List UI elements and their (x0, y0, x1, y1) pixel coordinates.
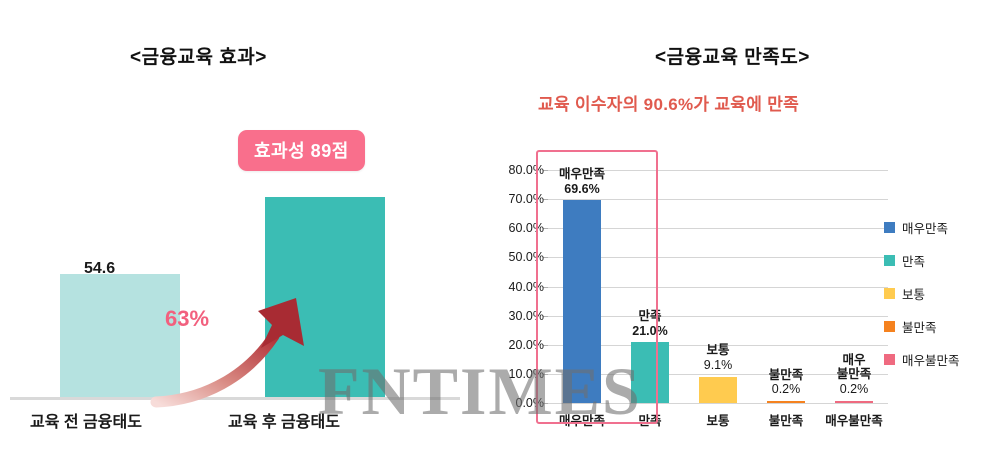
axis-tick (543, 344, 548, 346)
data-label-0: 매우만족 69.6% (558, 167, 605, 197)
data-label-2: 보통 9.1% (703, 343, 733, 373)
legend-item-3[interactable]: 불만족 (884, 317, 960, 336)
legend-swatch-icon (884, 354, 895, 365)
data-label-3: 불만족 0.2% (768, 367, 804, 397)
data-label-1: 만족 21.0% (632, 308, 668, 338)
y-axis-label: 80.0% (508, 163, 544, 177)
axis-tick (543, 199, 548, 201)
legend-swatch-icon (884, 222, 895, 233)
gridline (548, 373, 888, 375)
bar-before-education (60, 274, 180, 397)
bar-after-education (265, 197, 385, 397)
x-axis-label-0: 매우만족 (558, 414, 605, 428)
y-axis-label: 30.0% (508, 308, 544, 323)
legend-label: 만족 (902, 255, 926, 269)
axis-tick (543, 286, 548, 288)
satisfaction-chart: 0.0% 10.0% 20.0% 30.0% 40.0% 50.0% 60.0% 70.0% 8… (492, 158, 892, 428)
gridline (548, 403, 888, 404)
y-axis-label: 20.0% (508, 337, 544, 352)
x-axis-label-4: 매우불만족 (825, 414, 883, 428)
x-label-after-education: 교육 후 금융태도 (228, 414, 340, 431)
gridline (548, 344, 888, 346)
left-chart-baseline (10, 397, 460, 400)
effectiveness-score-badge: 효과성 89점 (238, 130, 365, 171)
gridline (548, 257, 888, 259)
x-axis-label-1: 만족 (638, 414, 662, 428)
x-axis-label-3: 불만족 (768, 414, 804, 428)
plot-area: 0.0% 10.0% 20.0% 30.0% 40.0% 50.0% 60.0% 70.0% 8… (509, 163, 888, 410)
bar-value-before: 54.6 (84, 260, 116, 277)
right-panel-title: <금융교육 만족도> (655, 47, 810, 68)
bar-1 (631, 341, 669, 403)
y-axis-label: 60.0% (508, 221, 544, 236)
left-panel-title: <금융교육 효과> (130, 47, 267, 68)
gridline (548, 228, 888, 230)
legend-swatch-icon (884, 255, 895, 266)
axis-tick (543, 373, 548, 375)
legend-item-1[interactable]: 만족 (884, 251, 960, 270)
bar-4 (835, 400, 873, 403)
data-label-4: 매우 불만족 0.2% (836, 352, 872, 397)
bar-2 (699, 376, 737, 403)
growth-arrow-icon (150, 298, 304, 408)
legend-item-4[interactable]: 매우불만족 (884, 350, 960, 369)
y-axis-label: 70.0% (508, 192, 544, 207)
gridline (548, 199, 888, 201)
bar-0 (563, 200, 601, 403)
axis-tick (543, 403, 548, 404)
growth-percentage-label: 63% (165, 306, 210, 331)
y-axis-label: 50.0% (508, 250, 544, 265)
gridline (548, 170, 888, 171)
bar-3 (767, 400, 805, 403)
y-axis-label: 10.0% (508, 366, 544, 381)
education-effect-chart: 54.6 교육 전 금융태도 교육 후 금융태도 63% (0, 110, 470, 450)
axis-tick (543, 257, 548, 259)
y-axis-label: 40.0% (508, 279, 544, 294)
gridline (548, 286, 888, 288)
x-axis-label-2: 보통 (706, 414, 730, 428)
legend-label: 매우만족 (902, 222, 949, 236)
legend-item-0[interactable]: 매우만족 (884, 218, 960, 237)
legend-label: 매우불만족 (902, 354, 960, 368)
legend-label: 불만족 (902, 321, 937, 335)
axis-tick (543, 170, 548, 171)
legend-swatch-icon (884, 288, 895, 299)
axis-tick (543, 315, 548, 317)
satisfaction-headline: 교육 이수자의 90.6%가 교육에 만족 (538, 95, 800, 114)
gridline (548, 315, 888, 317)
axis-tick (543, 228, 548, 230)
legend-swatch-icon (884, 321, 895, 332)
legend-item-2[interactable]: 보통 (884, 284, 960, 303)
x-label-before-education: 교육 전 금융태도 (30, 414, 142, 431)
legend-label: 보통 (902, 288, 926, 302)
y-axis-label: 0.0% (515, 396, 545, 410)
